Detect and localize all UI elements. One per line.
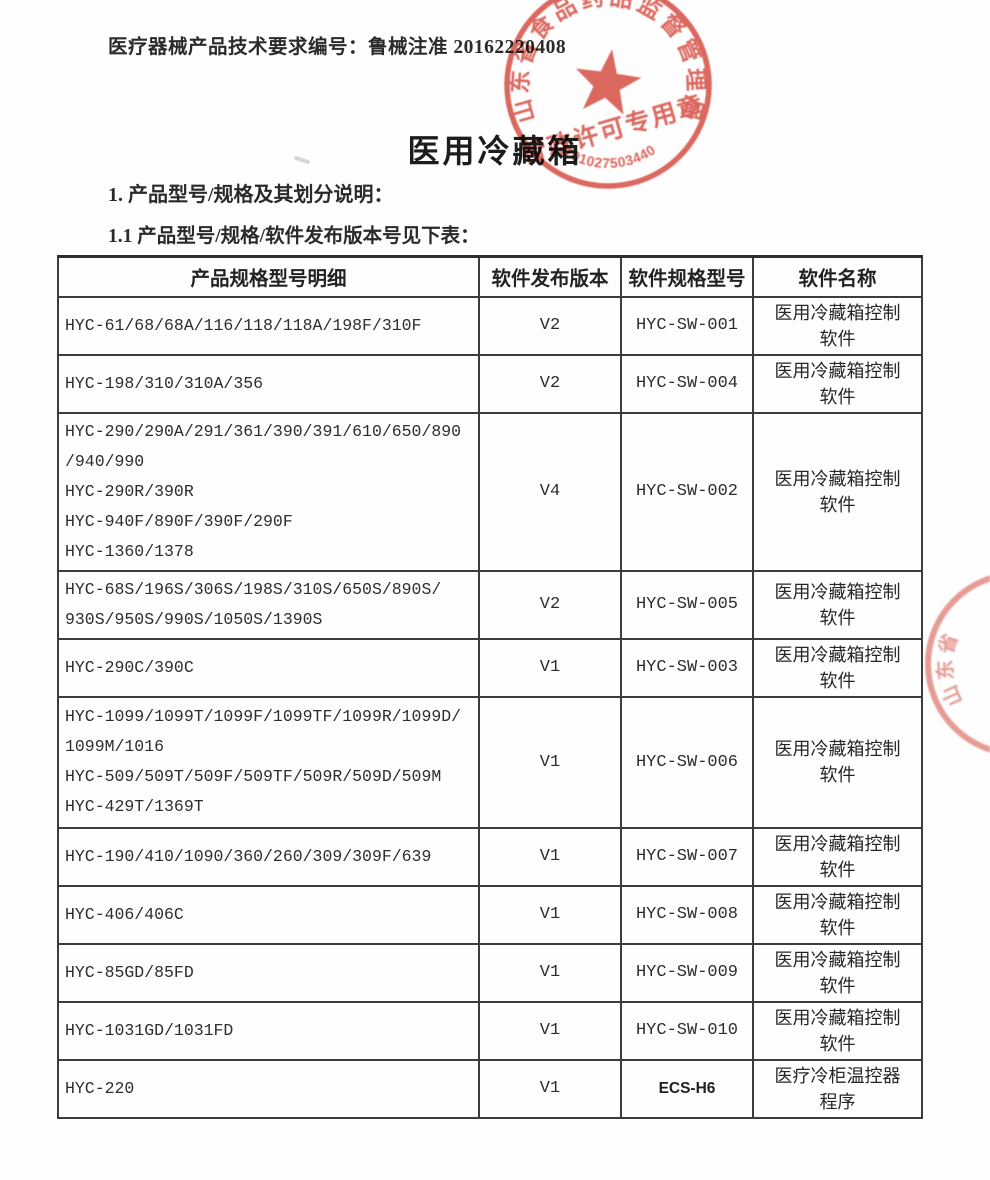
version-cell: V1 — [478, 826, 622, 887]
model-cell: HYC-68S/196S/306S/198S/310S/650S/890S/ 9… — [57, 569, 480, 640]
sw-model-cell: HYC-SW-008 — [620, 884, 754, 945]
model-cell: HYC-1099/1099T/1099F/1099TF/1099R/1099D/… — [57, 695, 480, 829]
col-header-sw-name: 软件名称 — [752, 255, 923, 298]
sw-model-cell: HYC-SW-005 — [620, 569, 754, 640]
model-cell: HYC-290C/390C — [57, 637, 480, 698]
col-header-version: 软件发布版本 — [478, 255, 622, 298]
version-cell: V1 — [478, 637, 622, 698]
sw-name-cell: 医用冷藏箱控制 软件 — [752, 826, 923, 887]
sw-model-cell: HYC-SW-003 — [620, 637, 754, 698]
svg-text:山东省食品药品监督管理局: 山东省食品药品监督管理局 — [506, 0, 708, 127]
partial-seal-ring — [925, 575, 990, 753]
table-row: HYC-1031GD/1031FD V1 HYC-SW-010 医用冷藏箱控制 … — [57, 1000, 923, 1061]
version-cell: V4 — [478, 411, 622, 572]
product-spec-table: 产品规格型号明细 软件发布版本 软件规格型号 软件名称 HYC-61/68/68… — [57, 255, 923, 1119]
table-row: HYC-190/410/1090/360/260/309/309F/639 V1… — [57, 826, 923, 887]
version-cell: V1 — [478, 695, 622, 829]
table-row: HYC-1099/1099T/1099F/1099TF/1099R/1099D/… — [57, 695, 923, 829]
sw-model-cell: HYC-SW-004 — [620, 353, 754, 414]
model-cell: HYC-85GD/85FD — [57, 942, 480, 1003]
table-row: HYC-290C/390C V1 HYC-SW-003 医用冷藏箱控制 软件 — [57, 637, 923, 698]
model-cell: HYC-190/410/1090/360/260/309/309F/639 — [57, 826, 480, 887]
star-icon — [575, 49, 642, 115]
sw-name-cell: 医用冷藏箱控制 软件 — [752, 569, 923, 640]
table-row: HYC-290/290A/291/361/390/391/610/650/890… — [57, 411, 923, 572]
table-row: HYC-198/310/310A/356 V2 HYC-SW-004 医用冷藏箱… — [57, 353, 923, 414]
model-cell: HYC-290/290A/291/361/390/391/610/650/890… — [57, 411, 480, 572]
sw-name-cell: 医用冷藏箱控制 软件 — [752, 637, 923, 698]
section-heading-1-1: 1.1 产品型号/规格/软件发布版本号见下表： — [108, 226, 480, 247]
version-cell: V2 — [478, 353, 622, 414]
sw-model-cell: HYC-SW-009 — [620, 942, 754, 1003]
model-cell: HYC-1031GD/1031FD — [57, 1000, 480, 1061]
model-cell: HYC-61/68/68A/116/118/118A/198F/310F — [57, 295, 480, 356]
sw-name-cell: 医用冷藏箱控制 软件 — [752, 295, 923, 356]
version-cell: V2 — [478, 295, 622, 356]
partial-seal-text: 山东省药 — [922, 556, 963, 709]
sw-name-cell: 医用冷藏箱控制 软件 — [752, 695, 923, 829]
version-cell: V1 — [478, 942, 622, 1003]
table-row: HYC-68S/196S/306S/198S/310S/650S/890S/ 9… — [57, 569, 923, 640]
sw-name-cell: 医用冷藏箱控制 软件 — [752, 942, 923, 1003]
table-row: HYC-220 V1 ECS-H6 医疗冷柜温控器 程序 — [57, 1058, 923, 1119]
section-heading-1: 1. 产品型号/规格及其划分说明： — [108, 184, 394, 206]
sw-name-cell: 医用冷藏箱控制 软件 — [752, 884, 923, 945]
model-cell: HYC-220 — [57, 1058, 480, 1119]
sw-model-cell: HYC-SW-007 — [620, 826, 754, 887]
col-header-sw-model: 软件规格型号 — [620, 255, 754, 298]
table-header-row: 产品规格型号明细 软件发布版本 软件规格型号 软件名称 — [57, 255, 923, 298]
model-cell: HYC-406/406C — [57, 884, 480, 945]
partial-seal: 山东省药 — [922, 556, 990, 753]
sw-model-cell: HYC-SW-006 — [620, 695, 754, 829]
sw-model-cell: HYC-SW-010 — [620, 1000, 754, 1061]
table-row: HYC-406/406C V1 HYC-SW-008 医用冷藏箱控制 软件 — [57, 884, 923, 945]
sw-name-cell: 医疗冷柜温控器 程序 — [752, 1058, 923, 1119]
table-row: HYC-61/68/68A/116/118/118A/198F/310F V2 … — [57, 295, 923, 356]
col-header-models: 产品规格型号明细 — [57, 255, 480, 298]
sw-model-cell: ECS-H6 — [620, 1058, 754, 1119]
version-cell: V2 — [478, 569, 622, 640]
sw-name-cell: 医用冷藏箱控制 软件 — [752, 353, 923, 414]
version-cell: V1 — [478, 884, 622, 945]
seal-org-text: 山东省食品药品监督管理局 — [506, 0, 704, 127]
sw-name-cell: 医用冷藏箱控制 软件 — [752, 1000, 923, 1061]
doc-number: 医疗器械产品技术要求编号：鲁械注准 20162220408 — [108, 37, 567, 58]
sw-model-cell: HYC-SW-001 — [620, 295, 754, 356]
sw-name-cell: 医用冷藏箱控制 软件 — [752, 411, 923, 572]
table-row: HYC-85GD/85FD V1 HYC-SW-009 医用冷藏箱控制 软件 — [57, 942, 923, 1003]
svg-text:山东省药: 山东省药 — [922, 556, 967, 709]
version-cell: V1 — [478, 1058, 622, 1119]
model-cell: HYC-198/310/310A/356 — [57, 353, 480, 414]
sw-model-cell: HYC-SW-002 — [620, 411, 754, 572]
version-cell: V1 — [478, 1000, 622, 1061]
page-title: 医用冷藏箱 — [407, 133, 583, 169]
